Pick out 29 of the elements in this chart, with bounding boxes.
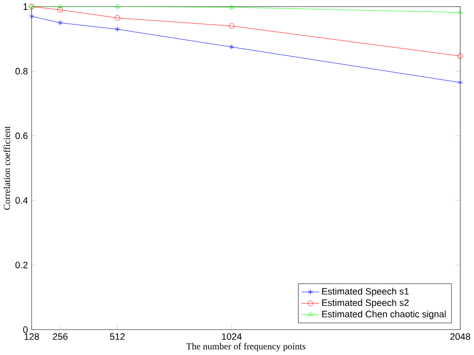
- x-tick-label: 2048: [450, 333, 470, 340]
- legend-label: Estimated Speech s2: [322, 299, 409, 308]
- point: [229, 4, 234, 9]
- y-tick-label: 0.8: [15, 68, 28, 75]
- point: [458, 80, 463, 86]
- y-tick-label: 1: [24, 4, 28, 10]
- point: [114, 4, 120, 8]
- x-axis-title: The number of frequency points: [186, 342, 306, 352]
- y-tick-label: 0.4: [15, 197, 28, 204]
- point: [29, 14, 34, 20]
- x-tick-label: 512: [110, 333, 125, 340]
- y-tick-label: 0.6: [15, 132, 28, 140]
- point: [114, 15, 120, 21]
- point: [228, 23, 234, 29]
- x-tick-label: 1024: [222, 333, 242, 340]
- point: [229, 44, 234, 50]
- legend-label: Estimated Speech s1: [322, 288, 409, 297]
- point: [58, 4, 63, 8]
- point: [114, 26, 120, 32]
- y-tick-label: 0: [23, 326, 28, 334]
- x-tick-label: 128: [24, 333, 39, 340]
- y-axis-title: Correlation coefficient: [3, 126, 10, 210]
- x-tick-label: 256: [52, 333, 68, 340]
- point: [57, 7, 63, 13]
- point: [458, 10, 463, 14]
- y-tick-label: 0.2: [15, 262, 28, 268]
- legend-label: Estimated Chen chaotic signal: [322, 310, 446, 320]
- point: [457, 53, 464, 59]
- point: [58, 20, 63, 26]
